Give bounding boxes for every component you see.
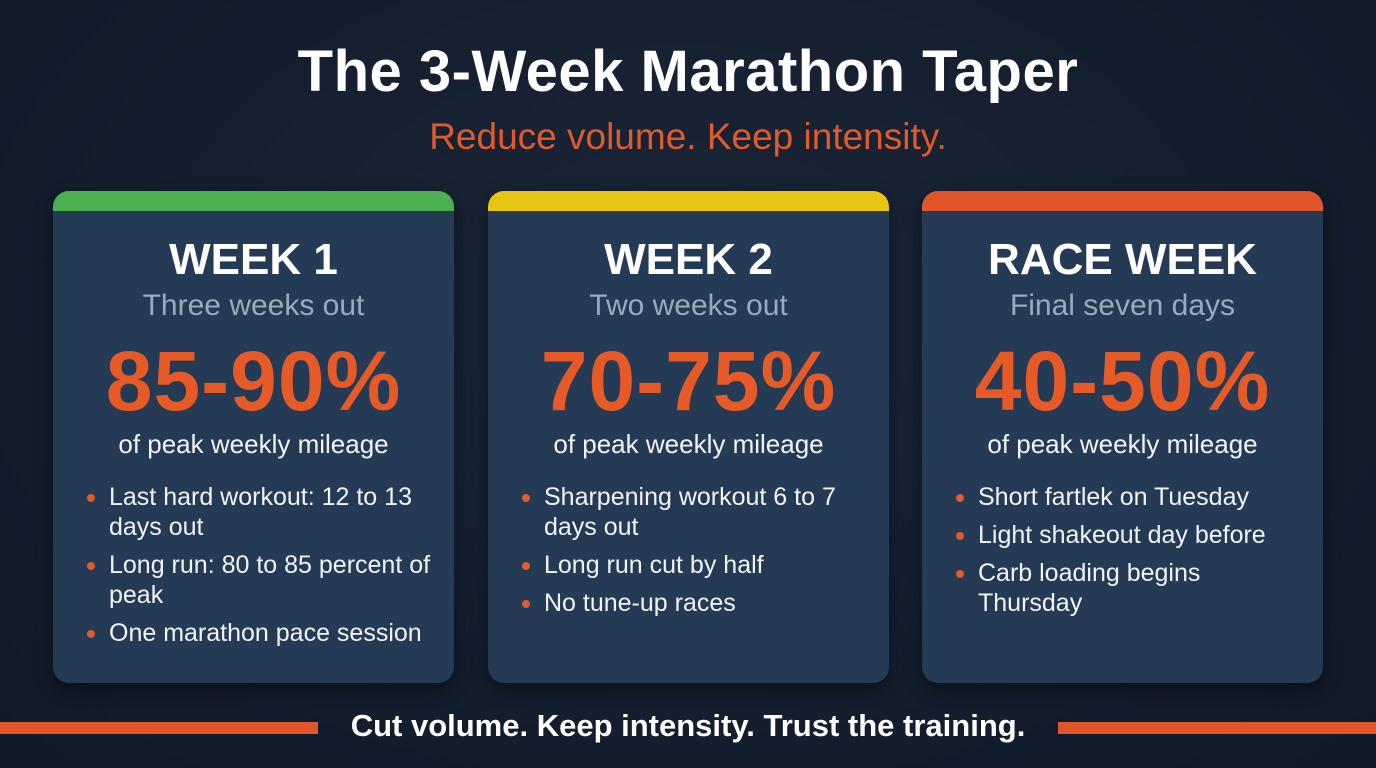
bullet-dot-icon xyxy=(956,570,964,578)
bullet-text: Short fartlek on Tuesday xyxy=(978,483,1249,511)
bullet-item: Carb loading begins Thursday xyxy=(956,558,1303,618)
card-week-1: WEEK 1 Three weeks out 85-90% of peak we… xyxy=(53,191,454,683)
card-subtitle: Final seven days xyxy=(1009,289,1236,322)
bullet-text: Last hard workout: 12 to 13 days out xyxy=(109,483,412,541)
bullet-text: Long run cut by half xyxy=(544,551,764,579)
mileage-percent: 40-50% xyxy=(974,334,1271,428)
bullet-item: Long run cut by half xyxy=(522,550,869,580)
bullet-dot-icon xyxy=(956,494,964,502)
bullet-item: No tune-up races xyxy=(522,588,869,618)
card-accent-bar xyxy=(922,191,1323,211)
bullet-dot-icon xyxy=(87,562,95,570)
bullet-text: Carb loading begins Thursday xyxy=(978,559,1201,617)
card-title: WEEK 1 xyxy=(169,235,338,284)
card-subtitle: Two weeks out xyxy=(589,289,788,322)
bullet-list: Sharpening workout 6 to 7 days out Long … xyxy=(488,482,889,618)
card-title: RACE WEEK xyxy=(988,235,1257,284)
bullet-text: Light shakeout day before xyxy=(978,521,1266,549)
bullet-item: Short fartlek on Tuesday xyxy=(956,482,1303,512)
bullet-item: One marathon pace session xyxy=(87,618,434,648)
bullet-dot-icon xyxy=(522,494,530,502)
mileage-percent-label: of peak weekly mileage xyxy=(118,429,389,459)
bullet-dot-icon xyxy=(522,562,530,570)
bullet-dot-icon xyxy=(87,494,95,502)
bullet-item: Last hard workout: 12 to 13 days out xyxy=(87,482,434,542)
bullet-text: No tune-up races xyxy=(544,589,736,617)
bullet-dot-icon xyxy=(956,532,964,540)
card-subtitle: Three weeks out xyxy=(142,289,365,322)
card-accent-bar xyxy=(53,191,454,211)
bullet-text: Sharpening workout 6 to 7 days out xyxy=(544,483,836,541)
bullet-item: Long run: 80 to 85 percent of peak xyxy=(87,550,434,610)
bullet-dot-icon xyxy=(522,600,530,608)
mileage-percent-label: of peak weekly mileage xyxy=(553,429,824,459)
mileage-percent-label: of peak weekly mileage xyxy=(987,429,1258,459)
card-title: WEEK 2 xyxy=(604,235,773,284)
bullet-item: Sharpening workout 6 to 7 days out xyxy=(522,482,869,542)
bullet-text: Long run: 80 to 85 percent of peak xyxy=(109,551,431,609)
bullet-dot-icon xyxy=(87,630,95,638)
mileage-percent: 70-75% xyxy=(540,334,837,428)
bullet-item: Light shakeout day before xyxy=(956,520,1303,550)
page-subtitle: Reduce volume. Keep intensity. xyxy=(429,116,947,157)
card-week-2: WEEK 2 Two weeks out 70-75% of peak week… xyxy=(488,191,889,683)
card-accent-bar xyxy=(488,191,889,211)
bullet-list: Short fartlek on Tuesday Light shakeout … xyxy=(922,482,1323,618)
footer-tagline: Cut volume. Keep intensity. Trust the tr… xyxy=(350,708,1026,743)
footer-divider-right xyxy=(1058,722,1376,734)
bullet-text: One marathon pace session xyxy=(109,619,422,647)
page-title: The 3-Week Marathon Taper xyxy=(297,39,1079,104)
card-race-week: RACE WEEK Final seven days 40-50% of pea… xyxy=(922,191,1323,683)
footer-divider-left xyxy=(0,722,318,734)
bullet-list: Last hard workout: 12 to 13 days out Lon… xyxy=(53,482,454,648)
mileage-percent: 85-90% xyxy=(105,334,402,428)
